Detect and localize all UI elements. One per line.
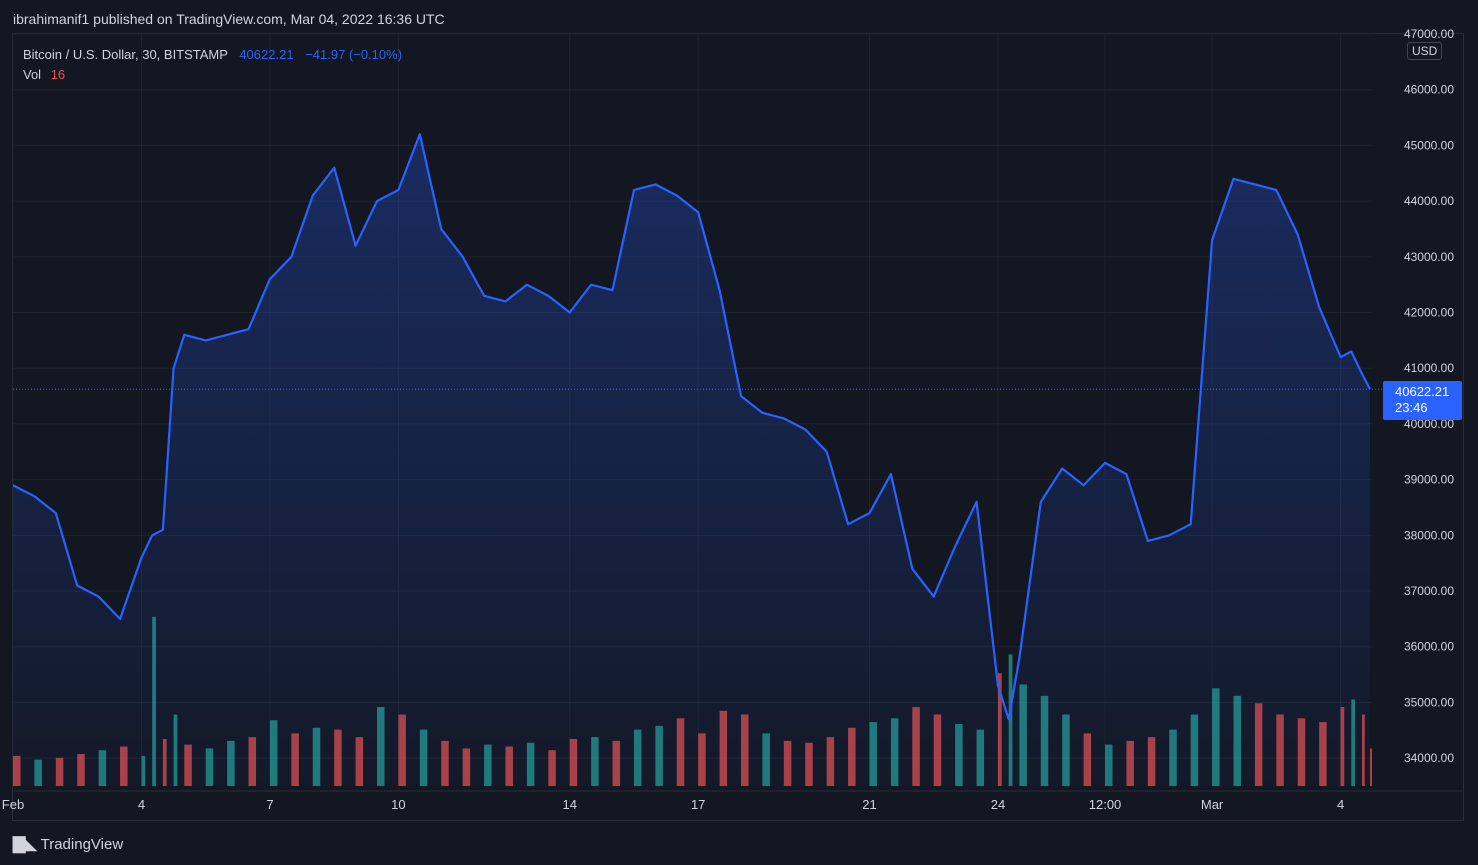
time-axis[interactable]: Feb 4 7 10 14 17 21 24 12:00 Mar 4 [2,790,1463,812]
publish-line: ibrahimanif1 published on TradingView.co… [13,11,445,27]
time-tick-label: 7 [266,797,273,812]
price-tick-label: 43000.00 [1404,250,1454,264]
volume-value: 16 [50,67,66,82]
price-tick-label: 36000.00 [1404,640,1454,654]
time-tick-label: 10 [391,797,405,812]
time-tick-label: Feb [2,797,24,812]
price-line [13,133,1371,721]
price-axis[interactable]: 34000.00 35000.00 36000.00 37000.00 38000.00… [1404,27,1454,765]
time-tick-label: 4 [1337,797,1344,812]
price-tick-label: 39000.00 [1404,473,1454,487]
last-price-value: 40622.21 [239,47,294,62]
price-tick-label: 45000.00 [1404,138,1454,152]
time-tick-label: 4 [138,797,145,812]
volume-bar [1370,748,1372,786]
brand-footer[interactable]: ▇◣ TradingView [13,834,123,854]
price-tag-value: 40622.21 [1395,384,1450,399]
price-tick-label: 34000.00 [1404,751,1454,765]
price-tick-label: 46000.00 [1404,83,1454,97]
price-tick-label: 47000.00 [1404,27,1454,41]
time-tick-label: 24 [991,797,1005,812]
symbol-label[interactable]: Bitcoin / U.S. Dollar, 30, BITSTAMP [23,47,228,62]
tradingview-logo-icon: ▇◣ [13,836,37,853]
price-change-value: −41.97 (−0.10%) [305,47,403,62]
price-area-fill [13,134,1370,786]
price-tick-label: 40000.00 [1404,417,1454,431]
price-tick-label: 42000.00 [1404,306,1454,320]
last-price-tag: 40622.21 23:46 [1383,381,1462,420]
time-tick-label: Mar [1201,797,1224,812]
price-tick-label: 41000.00 [1404,361,1454,375]
price-tick-label: 37000.00 [1404,584,1454,598]
currency-badge[interactable]: USD [1407,42,1443,60]
price-tick-label: 38000.00 [1404,528,1454,542]
volume-label[interactable]: Vol [23,67,42,82]
chart-legend: Bitcoin / U.S. Dollar, 30, BITSTAMP 4062… [23,45,402,85]
price-tick-label: 44000.00 [1404,194,1454,208]
time-tick-label: 12:00 [1089,797,1122,812]
brand-name: TradingView [40,835,124,853]
time-tick-label: 14 [562,797,576,812]
price-tag-countdown: 23:46 [1395,400,1428,415]
time-tick-label: 17 [691,797,705,812]
price-tick-label: 35000.00 [1404,695,1454,709]
time-tick-label: 21 [862,797,876,812]
price-series [13,133,1371,786]
